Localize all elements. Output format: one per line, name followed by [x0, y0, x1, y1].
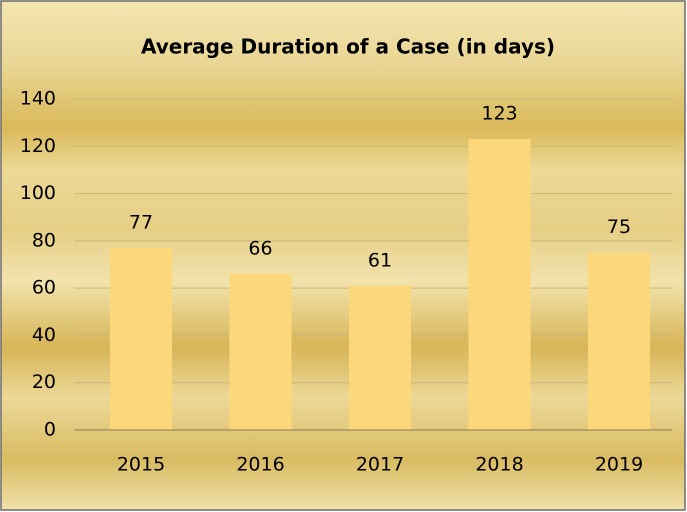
bar: [110, 247, 172, 430]
data-label: 77: [129, 211, 153, 233]
y-tick-label: 60: [32, 277, 56, 299]
x-tick-label: 2017: [356, 454, 404, 476]
y-tick-label: 40: [32, 324, 56, 346]
data-label: 75: [607, 216, 631, 238]
x-tick-label: 2015: [117, 454, 165, 476]
x-tick-label: 2019: [595, 454, 643, 476]
y-tick-label: 20: [32, 371, 56, 393]
chart-title: Average Duration of a Case (in days): [141, 35, 555, 59]
data-label: 123: [481, 103, 517, 125]
bar: [229, 273, 292, 430]
y-tick-label: 100: [20, 182, 56, 204]
data-label: 66: [248, 237, 272, 259]
y-tick-label: 120: [20, 135, 56, 157]
x-tick-label: 2016: [236, 454, 284, 476]
data-label: 61: [368, 249, 392, 271]
y-tick-label: 80: [32, 229, 56, 251]
bar: [468, 139, 531, 430]
y-tick-label: 140: [20, 88, 56, 110]
y-tick-label: 0: [44, 419, 56, 441]
bar: [588, 252, 650, 430]
x-tick-label: 2018: [475, 454, 523, 476]
bar: [349, 285, 411, 430]
